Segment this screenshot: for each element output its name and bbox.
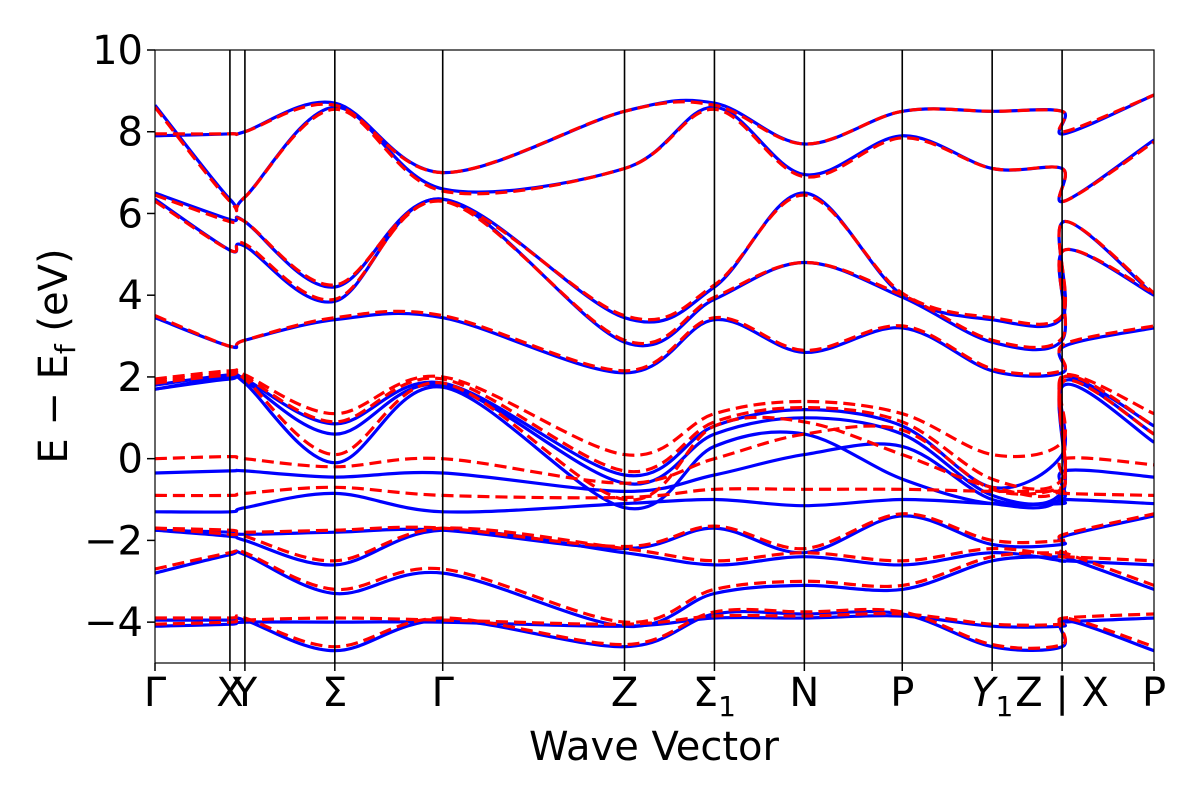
band-line-solid (155, 491, 1154, 514)
band-line-dashed (155, 106, 1154, 213)
band-line-dashed (155, 309, 1154, 376)
x-tick-label: Z (611, 670, 638, 716)
band-line-dashed (155, 526, 1154, 563)
x-tick-label: P (1142, 670, 1166, 716)
x-tick-label: Y (232, 670, 258, 716)
x-tick-label: Γ (432, 670, 455, 716)
band-line-solid (155, 514, 1154, 555)
plot-frame (154, 49, 1155, 664)
x-tick-label: N (789, 670, 819, 716)
x-tick-label: Γ (144, 670, 167, 716)
band-line-dashed (155, 607, 1154, 650)
kpoint-vertical-lines (229, 50, 1063, 663)
y-tick-label: 8 (118, 110, 143, 156)
y-tick-label: 2 (118, 355, 143, 401)
band-line-solid (155, 549, 1154, 628)
x-tick-label: X (216, 670, 243, 716)
x-axis-label: Wave Vector (529, 724, 780, 770)
y-tick-label: −4 (84, 600, 143, 646)
band-line-solid (155, 528, 1154, 567)
x-tick-label: Y1 (971, 670, 1013, 723)
band-line-solid (155, 104, 1154, 212)
band-line-dashed (155, 368, 1154, 459)
y-tick-label: 4 (118, 273, 143, 319)
band-line-dashed (155, 547, 1154, 624)
band-line-solid (155, 191, 1154, 329)
y-tick-label: 0 (118, 437, 143, 483)
y-tick-label: 6 (118, 191, 143, 237)
y-axis-label-main: E − E (31, 354, 77, 464)
band-line-solid (155, 371, 1154, 490)
band-line-dashed (155, 93, 1154, 175)
band-line-dashed (155, 193, 1154, 326)
band-lines (155, 93, 1154, 653)
x-tick-label: Σ (322, 670, 347, 716)
band-line-solid (155, 609, 1154, 653)
y-axis-label-unit: (eV) (31, 248, 77, 344)
x-axis: Γ XY Σ Γ Z Σ1 N P Y1 Z | X P (144, 663, 1166, 723)
y-axis-label: E − Ef (eV) (31, 248, 82, 463)
y-axis-label-subscript: f (49, 343, 82, 354)
y-tick-label: −2 (84, 518, 143, 564)
y-tick-label: 10 (92, 28, 143, 74)
band-line-solid (155, 197, 1154, 352)
band-line-dashed (155, 512, 1154, 551)
y-axis: 10 8 6 4 2 0 −2 −4 (84, 28, 155, 646)
x-tick-label: Z | X (1015, 670, 1109, 716)
x-tick-label: Σ1 (693, 670, 736, 723)
x-tick-label: P (890, 670, 914, 716)
band-line-dashed (155, 424, 1154, 496)
